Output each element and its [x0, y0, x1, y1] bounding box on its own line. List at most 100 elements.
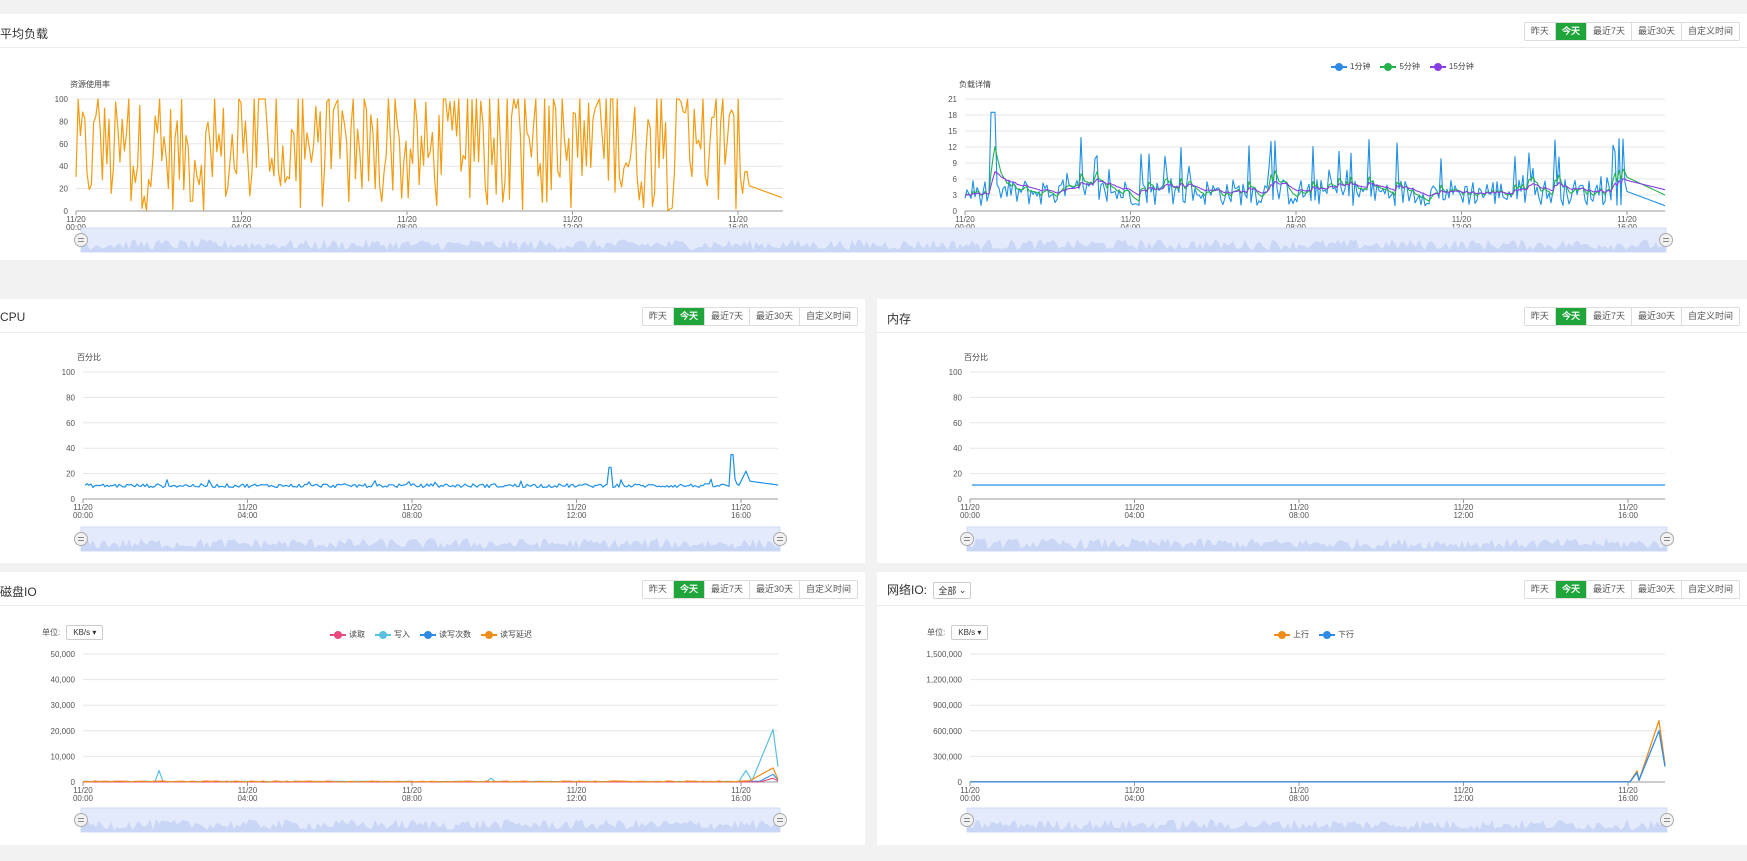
- range-button[interactable]: 最近30天: [1630, 23, 1681, 40]
- range-button[interactable]: 最近7天: [1585, 308, 1631, 325]
- legend-upload[interactable]: 上行: [1274, 629, 1309, 640]
- x-tick-label: 12:00: [1453, 794, 1474, 803]
- y-tick-label: 600,000: [933, 727, 962, 736]
- x-tick-label: 11/20: [731, 786, 751, 795]
- range-button[interactable]: 最近30天: [1630, 581, 1681, 598]
- y-tick-label: 80: [66, 393, 75, 402]
- x-tick-label: 08:00: [402, 511, 423, 520]
- range-button[interactable]: 自定义时间: [798, 308, 857, 325]
- x-tick-label: 04:00: [1124, 511, 1145, 520]
- x-tick-label: 08:00: [1289, 511, 1310, 520]
- x-tick-label: 12:00: [566, 511, 587, 520]
- data-zoom-preview: [81, 239, 1666, 252]
- range-button[interactable]: 今天: [1554, 23, 1586, 40]
- range-button[interactable]: 今天: [672, 581, 704, 598]
- memory-panel: 内存 昨天 今天 最近7天 最近30天 自定义时间 100 80 60 40 20 0 11/20 0…: [877, 299, 1747, 563]
- range-selector-memory: 昨天 今天 最近7天 最近30天 自定义时间: [1523, 307, 1740, 326]
- y-tick-label: 100: [949, 368, 963, 377]
- range-button[interactable]: 自定义时间: [798, 581, 857, 598]
- x-tick-label: 11/20: [567, 503, 587, 512]
- range-button[interactable]: 今天: [1554, 308, 1586, 325]
- x-tick-label: 11/20: [66, 215, 86, 224]
- legend-read[interactable]: 读取: [330, 629, 365, 640]
- legend-15min[interactable]: 15分钟: [1429, 61, 1474, 72]
- load-5min-line: [964, 146, 1666, 202]
- range-button[interactable]: 最近30天: [748, 581, 799, 598]
- range-button[interactable]: 最近7天: [703, 308, 749, 325]
- data-zoom-handle: [74, 233, 88, 247]
- unit-label: 单位:: [927, 628, 946, 637]
- y-tick-label: 0: [958, 495, 963, 504]
- disk-unit-select[interactable]: KB/s ▾: [66, 625, 104, 640]
- legend-1min[interactable]: 1分钟: [1331, 61, 1370, 72]
- network-legend: 上行 下行: [1274, 629, 1354, 640]
- x-tick-label: 11/20: [960, 786, 980, 795]
- range-button[interactable]: 最近7天: [703, 581, 749, 598]
- data-zoom-preview: [967, 819, 1667, 832]
- range-button[interactable]: 最近30天: [1630, 308, 1681, 325]
- x-tick-label: 11/20: [1618, 786, 1638, 795]
- legend-5min[interactable]: 5分钟: [1380, 61, 1420, 72]
- network-unit-select[interactable]: KB/s ▾: [951, 625, 989, 640]
- chevron-down-icon: ⌄: [958, 585, 967, 595]
- range-button[interactable]: 昨天: [1524, 308, 1555, 325]
- y-tick-label: 3: [953, 191, 958, 200]
- x-tick-label: 00:00: [960, 794, 981, 803]
- cpu-panel: CPU 昨天 今天 最近7天 最近30天 自定义时间 100 80 60 40 20 0 11/20…: [0, 299, 865, 563]
- legend-write[interactable]: 写入: [375, 629, 410, 640]
- disk-panel: 磁盘IO 昨天 今天 最近7天 最近30天 自定义时间 单位: KB/s ▾ 读取 写入…: [0, 572, 865, 845]
- y-tick-label: 9: [953, 159, 958, 168]
- x-tick-label: 11/20: [73, 503, 93, 512]
- data-zoom-preview: [967, 538, 1667, 551]
- disk-panel-title: 磁盘IO: [0, 585, 37, 599]
- x-tick-label: 16:00: [731, 511, 752, 520]
- legend-download[interactable]: 下行: [1319, 629, 1354, 640]
- y-tick-label: 21: [948, 95, 957, 104]
- network-panel-title: 网络IO: 全部 ⌄: [887, 581, 972, 599]
- y-axis-label: 负载详情: [959, 79, 991, 89]
- x-tick-label: 11/20: [731, 503, 751, 512]
- x-tick-label: 00:00: [73, 794, 94, 803]
- divider: [0, 332, 865, 333]
- range-button[interactable]: 最近7天: [1585, 23, 1631, 40]
- y-tick-label: 50,000: [51, 650, 76, 659]
- range-button[interactable]: 今天: [1554, 581, 1586, 598]
- network-download-line: [970, 730, 1666, 783]
- range-button[interactable]: 自定义时间: [1680, 581, 1739, 598]
- y-tick-label: 900,000: [933, 701, 962, 710]
- x-tick-label: 11/20: [1286, 215, 1306, 224]
- range-button[interactable]: 昨天: [642, 308, 673, 325]
- legend-latency[interactable]: 读写延迟: [481, 629, 532, 640]
- caret-down-icon: ▾: [977, 628, 982, 637]
- disk-iops-line: [82, 773, 779, 783]
- range-button[interactable]: 自定义时间: [1680, 23, 1739, 40]
- network-panel: 网络IO: 全部 ⌄ 昨天 今天 最近7天 最近30天 自定义时间 单位: KB/s ▾…: [877, 572, 1747, 845]
- cpu-panel-title: CPU: [0, 310, 26, 324]
- unit-label: 单位:: [42, 628, 61, 637]
- x-tick-label: 11/20: [73, 786, 93, 795]
- y-tick-label: 40: [66, 444, 75, 453]
- y-tick-label: 100: [62, 368, 76, 377]
- range-button[interactable]: 最近30天: [748, 308, 799, 325]
- range-button[interactable]: 最近7天: [1585, 581, 1631, 598]
- range-button[interactable]: 昨天: [1524, 23, 1555, 40]
- load-panel: 平均负载 昨天 今天 最近7天 最近30天 自定义时间 1分钟 5分钟 15分钟 100…: [0, 14, 1747, 260]
- cpu-usage-line: [75, 98, 783, 211]
- x-tick-label: 11/20: [397, 215, 417, 224]
- y-tick-label: 0: [71, 778, 76, 787]
- cpu-chart: 10080604020011/2000:0011/2004:0011/2008:…: [62, 352, 787, 552]
- x-tick-label: 11/20: [238, 786, 258, 795]
- range-button[interactable]: 自定义时间: [1680, 308, 1739, 325]
- x-tick-label: 04:00: [237, 794, 258, 803]
- x-tick-label: 12:00: [1453, 511, 1474, 520]
- range-selector-cpu: 昨天 今天 最近7天 最近30天 自定义时间: [641, 307, 858, 326]
- disk-chart: 50,00040,00030,00020,00010,000011/2000:0…: [51, 650, 787, 833]
- network-interface-select[interactable]: 全部 ⌄: [933, 582, 972, 599]
- range-button[interactable]: 昨天: [1524, 581, 1555, 598]
- y-tick-label: 60: [66, 419, 75, 428]
- legend-iops[interactable]: 读写次数: [420, 629, 471, 640]
- range-button[interactable]: 今天: [672, 308, 704, 325]
- range-selector-load: 昨天 今天 最近7天 最近30天 自定义时间: [1523, 22, 1740, 41]
- range-button[interactable]: 昨天: [642, 581, 673, 598]
- divider: [877, 605, 1747, 606]
